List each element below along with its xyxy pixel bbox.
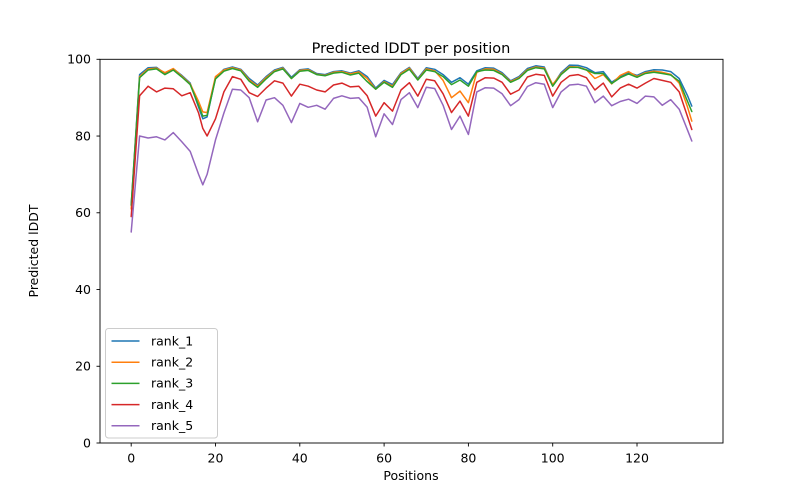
- y-tick-label: 40: [75, 282, 91, 297]
- legend-box: [105, 328, 218, 439]
- series-line-rank_5: [130, 81, 693, 233]
- legend-entry-rank_1: rank_1: [111, 333, 193, 348]
- legend-entry-rank_4: rank_4: [111, 397, 193, 412]
- series-line-rank_4: [130, 73, 693, 218]
- x-tick-label: 40: [292, 451, 308, 466]
- x-axis-label: Positions: [383, 468, 438, 483]
- series-line-rank_2: [130, 65, 693, 210]
- plot-border: [99, 58, 724, 444]
- x-tick-label: 80: [460, 451, 476, 466]
- legend-entry-rank_5: rank_5: [111, 418, 193, 433]
- legend-entry-rank_2: rank_2: [111, 355, 193, 370]
- legend: rank_1 rank_2 rank_3 rank_4 rank_5: [105, 328, 218, 439]
- series-line-rank_3: [130, 66, 693, 206]
- legend-label: rank_3: [151, 376, 193, 391]
- x-tick-label: 20: [208, 451, 224, 466]
- legend-entry-rank_3: rank_3: [111, 376, 193, 391]
- y-tick-label: 100: [67, 52, 91, 67]
- legend-label: rank_1: [151, 333, 193, 348]
- x-tick-label: 60: [376, 451, 392, 466]
- y-tick-label: 60: [75, 205, 91, 220]
- chart-title: Predicted lDDT per position: [312, 41, 511, 57]
- series-lines: [130, 64, 693, 233]
- legend-label: rank_5: [151, 418, 193, 433]
- legend-label: rank_4: [151, 397, 193, 412]
- y-axis-ticks: 0 20 40 60 80 100: [67, 52, 100, 450]
- legend-label: rank_2: [151, 355, 193, 370]
- y-tick-label: 0: [83, 435, 91, 450]
- x-tick-label: 120: [625, 451, 649, 466]
- x-tick-label: 100: [541, 451, 565, 466]
- y-tick-label: 80: [75, 128, 91, 143]
- x-tick-label: 0: [127, 451, 135, 466]
- x-axis-ticks: 0 20 40 60 80 100 120: [127, 443, 649, 466]
- y-axis-label: Predicted lDDT: [26, 204, 41, 297]
- y-tick-label: 20: [75, 359, 91, 374]
